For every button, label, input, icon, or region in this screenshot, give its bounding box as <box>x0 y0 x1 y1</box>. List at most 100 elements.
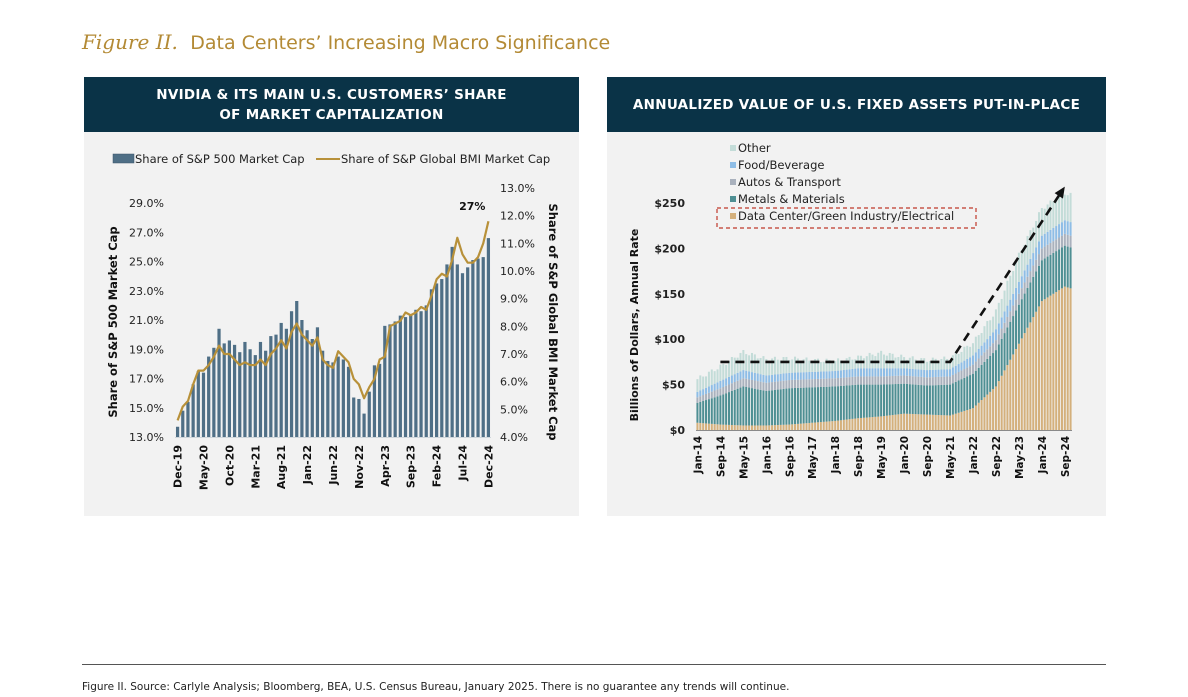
food-segment <box>750 372 753 380</box>
right-chart-x-tick-label: Sep-24 <box>1060 436 1072 477</box>
autos-segment <box>960 370 963 380</box>
autos-segment <box>699 396 702 402</box>
food-segment <box>862 368 865 377</box>
autos-segment <box>974 361 977 371</box>
other-segment <box>1043 208 1046 234</box>
metals-segment <box>951 383 954 415</box>
other-segment <box>748 355 751 372</box>
data-center-segment <box>920 414 923 430</box>
metals-segment <box>748 387 751 426</box>
metals-segment <box>796 387 799 424</box>
metals-segment <box>880 384 883 417</box>
food-segment <box>765 375 768 383</box>
left-y-tick-label: 21.0% <box>129 314 164 327</box>
data-center-segment <box>725 424 728 430</box>
data-center-segment <box>834 420 837 430</box>
autos-segment <box>713 390 716 398</box>
metals-segment <box>1020 299 1023 339</box>
autos-segment <box>762 382 765 391</box>
metals-segment <box>825 386 828 422</box>
right-chart-y-axis-title: Billions of Dollars, Annual Rate <box>628 229 641 422</box>
left-x-tick-label: Jul-24 <box>457 445 470 482</box>
metals-segment <box>926 385 929 415</box>
other-segment <box>1015 261 1018 288</box>
metals-segment <box>713 397 716 425</box>
other-segment <box>1026 235 1029 265</box>
right-chart-panel: ANNUALIZED VALUE OF U.S. FIXED ASSETS PU… <box>607 77 1106 516</box>
metals-segment <box>805 387 808 424</box>
data-center-segment <box>908 413 911 430</box>
other-segment <box>710 369 713 386</box>
other-segment <box>725 364 728 379</box>
data-center-segment <box>1015 349 1018 430</box>
right-chart-x-tick-label: Sep-22 <box>991 436 1003 477</box>
other-segment <box>911 356 914 369</box>
autos-segment <box>759 381 762 390</box>
sp500-bar <box>212 347 216 437</box>
other-segment <box>943 356 946 370</box>
metals-segment <box>707 399 710 424</box>
metals-segment <box>1029 282 1032 323</box>
food-segment <box>785 373 788 381</box>
food-segment <box>748 371 751 380</box>
data-center-segment <box>966 410 969 430</box>
data-center-segment <box>707 423 710 430</box>
right-chart-y-tick-label: $100 <box>654 333 685 346</box>
metals-segment <box>808 387 811 423</box>
other-segment <box>946 359 949 370</box>
other-segment <box>1049 200 1052 230</box>
data-center-segment <box>805 423 808 430</box>
other-segment <box>971 343 974 356</box>
food-segment <box>997 323 1000 335</box>
sp500-bar <box>201 372 206 437</box>
food-segment <box>728 376 731 385</box>
autos-segment <box>1055 239 1058 252</box>
other-segment <box>842 361 845 370</box>
food-segment <box>702 389 705 396</box>
autos-segment <box>702 395 705 401</box>
other-segment <box>963 346 966 361</box>
food-segment <box>1026 264 1029 277</box>
other-segment <box>865 356 868 369</box>
metals-segment <box>871 384 874 418</box>
autos-segment <box>1012 305 1015 317</box>
food-segment <box>736 372 739 381</box>
food-segment <box>1055 226 1058 240</box>
food-segment <box>865 368 868 377</box>
left-x-tick-label: Sep-23 <box>405 445 418 488</box>
data-center-segment <box>785 424 788 430</box>
sp500-bar <box>253 355 257 437</box>
data-center-segment <box>808 422 811 430</box>
metals-segment <box>782 388 785 425</box>
autos-segment <box>951 374 954 384</box>
autos-segment <box>862 376 865 385</box>
legend-swatch <box>730 196 736 202</box>
data-center-segment <box>750 425 753 430</box>
other-segment <box>707 371 710 387</box>
food-segment <box>705 387 708 394</box>
data-center-segment <box>1049 295 1052 430</box>
metals-segment <box>819 386 822 423</box>
metals-segment <box>931 385 934 415</box>
data-center-segment <box>779 424 782 430</box>
autos-segment <box>905 375 908 384</box>
data-center-segment <box>1060 288 1063 430</box>
food-segment <box>759 374 762 382</box>
legend-label: Metals & Materials <box>738 192 845 206</box>
other-segment <box>883 354 886 369</box>
autos-segment <box>1060 235 1063 248</box>
food-segment <box>1052 227 1055 242</box>
data-center-segment <box>903 413 906 430</box>
metals-segment <box>966 376 969 411</box>
autos-segment <box>1052 241 1055 253</box>
autos-segment <box>954 373 957 382</box>
trend-arrowhead <box>1054 186 1065 199</box>
data-center-segment <box>940 415 943 430</box>
data-center-segment <box>719 424 722 430</box>
autos-segment <box>839 377 842 386</box>
data-center-segment <box>837 420 840 430</box>
sp500-bar <box>460 273 465 437</box>
other-segment <box>960 351 963 363</box>
figure-title: Figure II. Data Centers’ Increasing Macr… <box>82 30 610 54</box>
autos-segment <box>719 388 722 396</box>
